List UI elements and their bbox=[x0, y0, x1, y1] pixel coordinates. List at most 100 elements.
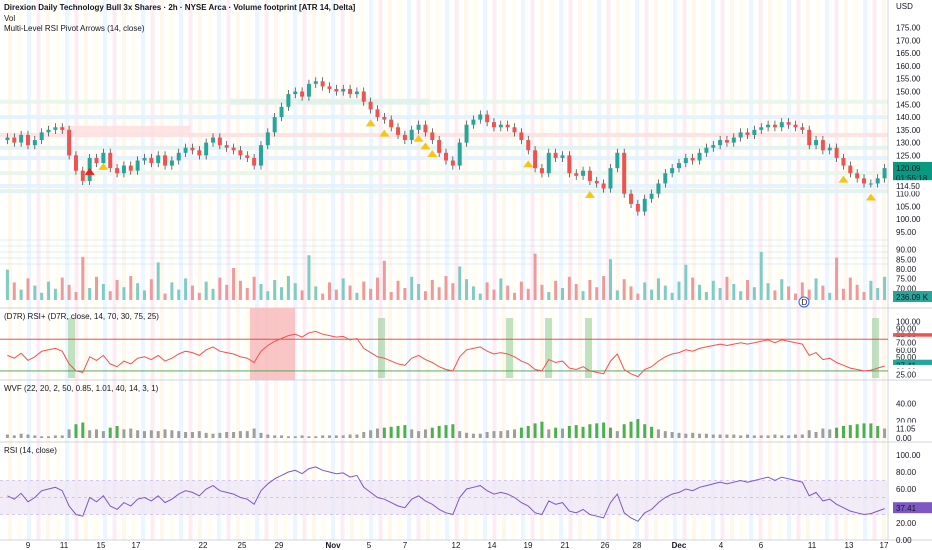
volume-bar bbox=[190, 285, 194, 300]
wvf-title: WVF (22, 20, 2, 50, 0.85, 1.01, 40, 14, … bbox=[4, 384, 159, 393]
volume-bar bbox=[245, 288, 249, 300]
candle-body bbox=[539, 168, 544, 174]
session-stripe bbox=[46, 0, 50, 540]
wvf-bar bbox=[711, 434, 715, 438]
volume-bar bbox=[698, 284, 702, 300]
oversold-zone bbox=[378, 318, 385, 378]
wvf-bar bbox=[650, 426, 654, 438]
wvf-bar bbox=[876, 425, 880, 438]
candle-body bbox=[738, 132, 743, 138]
candle-body bbox=[505, 124, 510, 128]
time-axis-label: 15 bbox=[97, 541, 106, 550]
rsi-tick: 80.00 bbox=[896, 468, 917, 477]
candle-body bbox=[690, 157, 695, 161]
candle-body bbox=[581, 170, 586, 176]
time-axis-label: 19 bbox=[524, 541, 533, 550]
candle-body bbox=[820, 140, 825, 151]
wvf-bar bbox=[389, 426, 393, 438]
rsi-tick: 20.00 bbox=[896, 519, 917, 528]
candle-body bbox=[272, 117, 277, 133]
volume-bar bbox=[211, 288, 215, 300]
wvf-bar bbox=[26, 434, 30, 438]
volume-bar bbox=[47, 281, 51, 300]
candle-body bbox=[409, 129, 414, 141]
volume-bar bbox=[670, 292, 674, 300]
volume-bar bbox=[807, 289, 811, 300]
wvf-bar bbox=[142, 431, 146, 438]
wvf-bar bbox=[47, 436, 51, 438]
volume-bar bbox=[136, 283, 140, 300]
price-tick-label: 160.00 bbox=[896, 62, 921, 71]
volume-bar bbox=[684, 264, 688, 300]
chart-title: Direxion Daily Technology Bull 3x Shares… bbox=[4, 3, 356, 12]
candle-body bbox=[101, 152, 106, 164]
candle-body bbox=[320, 81, 325, 87]
candle-body bbox=[238, 150, 243, 156]
time-axis-label: 12 bbox=[452, 541, 461, 550]
volume-bar bbox=[403, 288, 407, 300]
session-stripe bbox=[397, 0, 402, 540]
volume-bar bbox=[773, 290, 777, 300]
wvf-bar bbox=[841, 425, 845, 438]
candle-body bbox=[94, 157, 99, 164]
volume-bar bbox=[608, 259, 612, 300]
volume-bar bbox=[389, 292, 393, 300]
price-tick-label: 175.00 bbox=[896, 24, 921, 33]
session-stripe bbox=[274, 0, 278, 540]
level-band bbox=[0, 145, 888, 150]
session-stripe bbox=[483, 0, 487, 540]
candle-body bbox=[471, 119, 476, 125]
candle-body bbox=[80, 170, 85, 181]
session-stripe bbox=[17, 0, 22, 540]
level-band bbox=[0, 189, 888, 194]
wvf-bar bbox=[280, 435, 284, 438]
session-stripe bbox=[198, 0, 202, 540]
wvf-bar bbox=[430, 427, 434, 438]
session-stripe bbox=[169, 0, 174, 540]
session-stripe bbox=[701, 0, 706, 540]
wvf-bar bbox=[670, 431, 674, 438]
wvf-bar bbox=[396, 425, 400, 438]
session-stripe bbox=[217, 0, 221, 540]
volume-bar bbox=[800, 282, 804, 300]
wvf-bar bbox=[588, 424, 592, 438]
wvf-bar bbox=[746, 434, 750, 438]
volume-bar bbox=[485, 282, 489, 300]
time-axis-label: 29 bbox=[275, 541, 284, 550]
volume-bar bbox=[643, 282, 647, 300]
rsi-title: RSI (14, close) bbox=[4, 446, 57, 455]
wvf-bar bbox=[581, 426, 585, 438]
candle-body bbox=[574, 173, 579, 176]
volume-bar bbox=[656, 278, 660, 300]
candle-body bbox=[135, 160, 140, 171]
session-stripe bbox=[245, 0, 250, 540]
volume-bar bbox=[369, 288, 373, 300]
volume-bar bbox=[74, 292, 78, 300]
volume-bar bbox=[300, 290, 304, 300]
candle-body bbox=[704, 147, 709, 153]
session-stripe bbox=[568, 0, 573, 540]
wvf-bar bbox=[314, 436, 318, 438]
session-stripe bbox=[796, 0, 801, 540]
candle-body bbox=[416, 124, 421, 130]
wvf-tick: 20.00 bbox=[896, 417, 917, 426]
wvf-bar bbox=[300, 435, 304, 438]
candle-body bbox=[265, 132, 270, 146]
candle-body bbox=[348, 88, 353, 95]
volume-bar bbox=[149, 279, 153, 300]
volume-bar bbox=[142, 290, 146, 300]
wvf-bar bbox=[608, 427, 612, 438]
wvf-bar bbox=[369, 430, 373, 438]
volume-bar bbox=[81, 256, 85, 300]
session-stripe bbox=[454, 0, 459, 540]
candle-body bbox=[587, 170, 592, 181]
wvf-bar bbox=[643, 424, 647, 438]
volume-bar bbox=[547, 292, 551, 300]
pivot-arrow-icon bbox=[84, 167, 95, 175]
session-stripe bbox=[530, 0, 535, 540]
wvf-bar bbox=[33, 435, 37, 438]
session-stripe bbox=[806, 0, 810, 540]
time-axis-label: 4 bbox=[719, 541, 724, 550]
volume-bar bbox=[581, 291, 585, 300]
